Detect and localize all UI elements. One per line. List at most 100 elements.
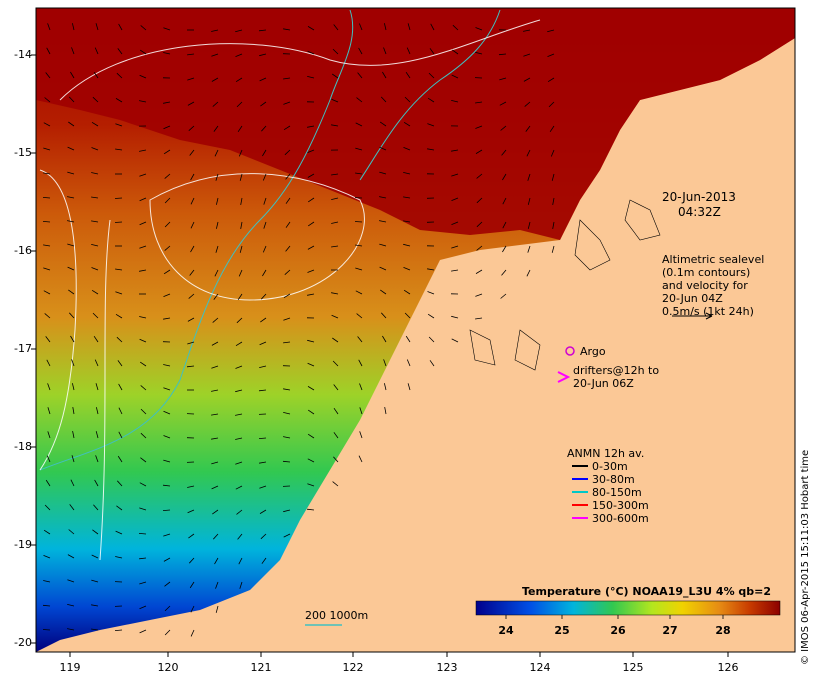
velocity-arrow bbox=[258, 437, 267, 439]
velocity-arrow bbox=[285, 197, 291, 204]
velocity-arrow bbox=[527, 173, 531, 181]
velocity-arrow bbox=[354, 221, 363, 223]
velocity-arrow bbox=[332, 337, 339, 343]
velocity-arrow bbox=[406, 359, 411, 367]
velocity-arrow bbox=[333, 384, 339, 391]
colorbar-tick-label: 28 bbox=[715, 624, 731, 637]
velocity-arrow bbox=[72, 383, 75, 391]
velocity-arrow bbox=[261, 125, 267, 132]
velocity-arrow bbox=[186, 365, 195, 368]
velocity-arrow bbox=[384, 407, 387, 415]
velocity-arrow bbox=[527, 197, 531, 205]
velocity-arrow bbox=[355, 147, 363, 151]
velocity-arrow bbox=[139, 361, 147, 367]
velocity-arrow bbox=[526, 149, 531, 157]
velocity-arrow bbox=[163, 364, 171, 367]
velocity-arrow bbox=[307, 76, 315, 79]
velocity-arrow bbox=[71, 455, 75, 463]
velocity-arrow bbox=[211, 437, 219, 440]
velocity-arrow bbox=[43, 122, 51, 127]
velocity-arrow bbox=[332, 481, 339, 487]
velocity-arrow bbox=[307, 433, 315, 439]
velocity-arrow bbox=[187, 77, 195, 81]
coastline-islands bbox=[469, 199, 661, 371]
axis-ticks bbox=[31, 54, 729, 657]
velocity-arrow bbox=[403, 196, 411, 199]
velocity-arrow bbox=[189, 269, 195, 276]
velocity-arrow bbox=[283, 125, 291, 131]
velocity-arrow bbox=[67, 266, 75, 271]
velocity-arrow bbox=[236, 317, 243, 324]
velocity-arrow bbox=[215, 605, 219, 613]
velocity-arrow bbox=[283, 317, 291, 321]
velocity-arrow bbox=[235, 29, 243, 33]
velocity-arrow bbox=[237, 125, 243, 133]
velocity-arrow bbox=[549, 125, 555, 133]
velocity-arrow bbox=[283, 533, 291, 538]
velocity-arrow bbox=[214, 269, 219, 277]
x-tick-label: 120 bbox=[157, 661, 179, 674]
velocity-arrow bbox=[258, 29, 267, 32]
velocity-arrow bbox=[238, 269, 243, 277]
velocity-arrow bbox=[451, 197, 459, 201]
velocity-arrow bbox=[92, 96, 99, 103]
warm-water-region bbox=[36, 8, 795, 240]
velocity-vectors bbox=[42, 23, 555, 637]
velocity-arrow bbox=[331, 221, 339, 224]
velocity-arrow bbox=[551, 245, 555, 253]
velocity-arrow bbox=[235, 485, 243, 490]
velocity-arrow bbox=[499, 101, 507, 106]
velocity-arrow bbox=[552, 197, 555, 205]
velocity-arrow bbox=[405, 335, 411, 343]
velocity-arrow bbox=[384, 383, 387, 391]
velocity-arrow bbox=[163, 27, 171, 31]
velocity-arrow bbox=[379, 243, 387, 247]
velocity-arrow bbox=[258, 389, 267, 392]
velocity-arrow bbox=[547, 77, 555, 83]
velocity-arrow bbox=[190, 629, 195, 637]
velocity-arrow bbox=[355, 172, 363, 175]
velocity-arrow bbox=[91, 554, 99, 559]
velocity-arrow bbox=[139, 221, 147, 226]
velocity-arrow bbox=[358, 47, 363, 55]
velocity-arrow bbox=[43, 147, 51, 151]
date-title: 20-Jun-2013 bbox=[662, 190, 736, 204]
velocity-arrow bbox=[140, 457, 147, 463]
velocity-arrow bbox=[67, 579, 75, 583]
velocity-arrow bbox=[259, 485, 267, 489]
velocity-arrow bbox=[452, 24, 459, 31]
velocity-arrow bbox=[427, 268, 435, 271]
velocity-arrow bbox=[524, 101, 531, 107]
velocity-arrow bbox=[284, 149, 291, 156]
velocity-arrow bbox=[260, 533, 267, 540]
velocity-arrow bbox=[379, 146, 387, 151]
velocity-arrow bbox=[215, 173, 219, 181]
velocity-arrow bbox=[262, 245, 267, 253]
velocity-arrow bbox=[43, 529, 51, 535]
velocity-arrow bbox=[115, 556, 123, 559]
velocity-arrow bbox=[502, 221, 507, 229]
velocity-arrow bbox=[405, 71, 411, 79]
colorbar-ticks bbox=[505, 615, 724, 619]
velocity-arrow bbox=[452, 49, 459, 55]
velocity-arrow bbox=[427, 291, 435, 295]
velocity-arrow bbox=[116, 72, 123, 79]
velocity-arrow bbox=[212, 317, 219, 323]
velocity-arrow bbox=[188, 533, 195, 539]
colorbar-tick-label: 27 bbox=[662, 624, 678, 637]
velocity-arrow bbox=[163, 101, 171, 104]
velocity-arrow bbox=[46, 455, 51, 463]
velocity-arrow bbox=[214, 149, 219, 157]
velocity-arrow bbox=[71, 47, 75, 55]
velocity-arrow bbox=[333, 24, 339, 31]
velocity-arrow bbox=[69, 312, 75, 319]
x-tick-label: 125 bbox=[622, 661, 644, 674]
velocity-arrow bbox=[284, 269, 291, 275]
argo-marker bbox=[565, 346, 575, 356]
velocity-arrow bbox=[67, 196, 75, 199]
velocity-arrow bbox=[332, 360, 339, 367]
velocity-arrow bbox=[164, 173, 171, 179]
velocity-arrow bbox=[92, 529, 99, 535]
velocity-arrow bbox=[95, 431, 99, 439]
velocity-arrow bbox=[263, 221, 267, 229]
